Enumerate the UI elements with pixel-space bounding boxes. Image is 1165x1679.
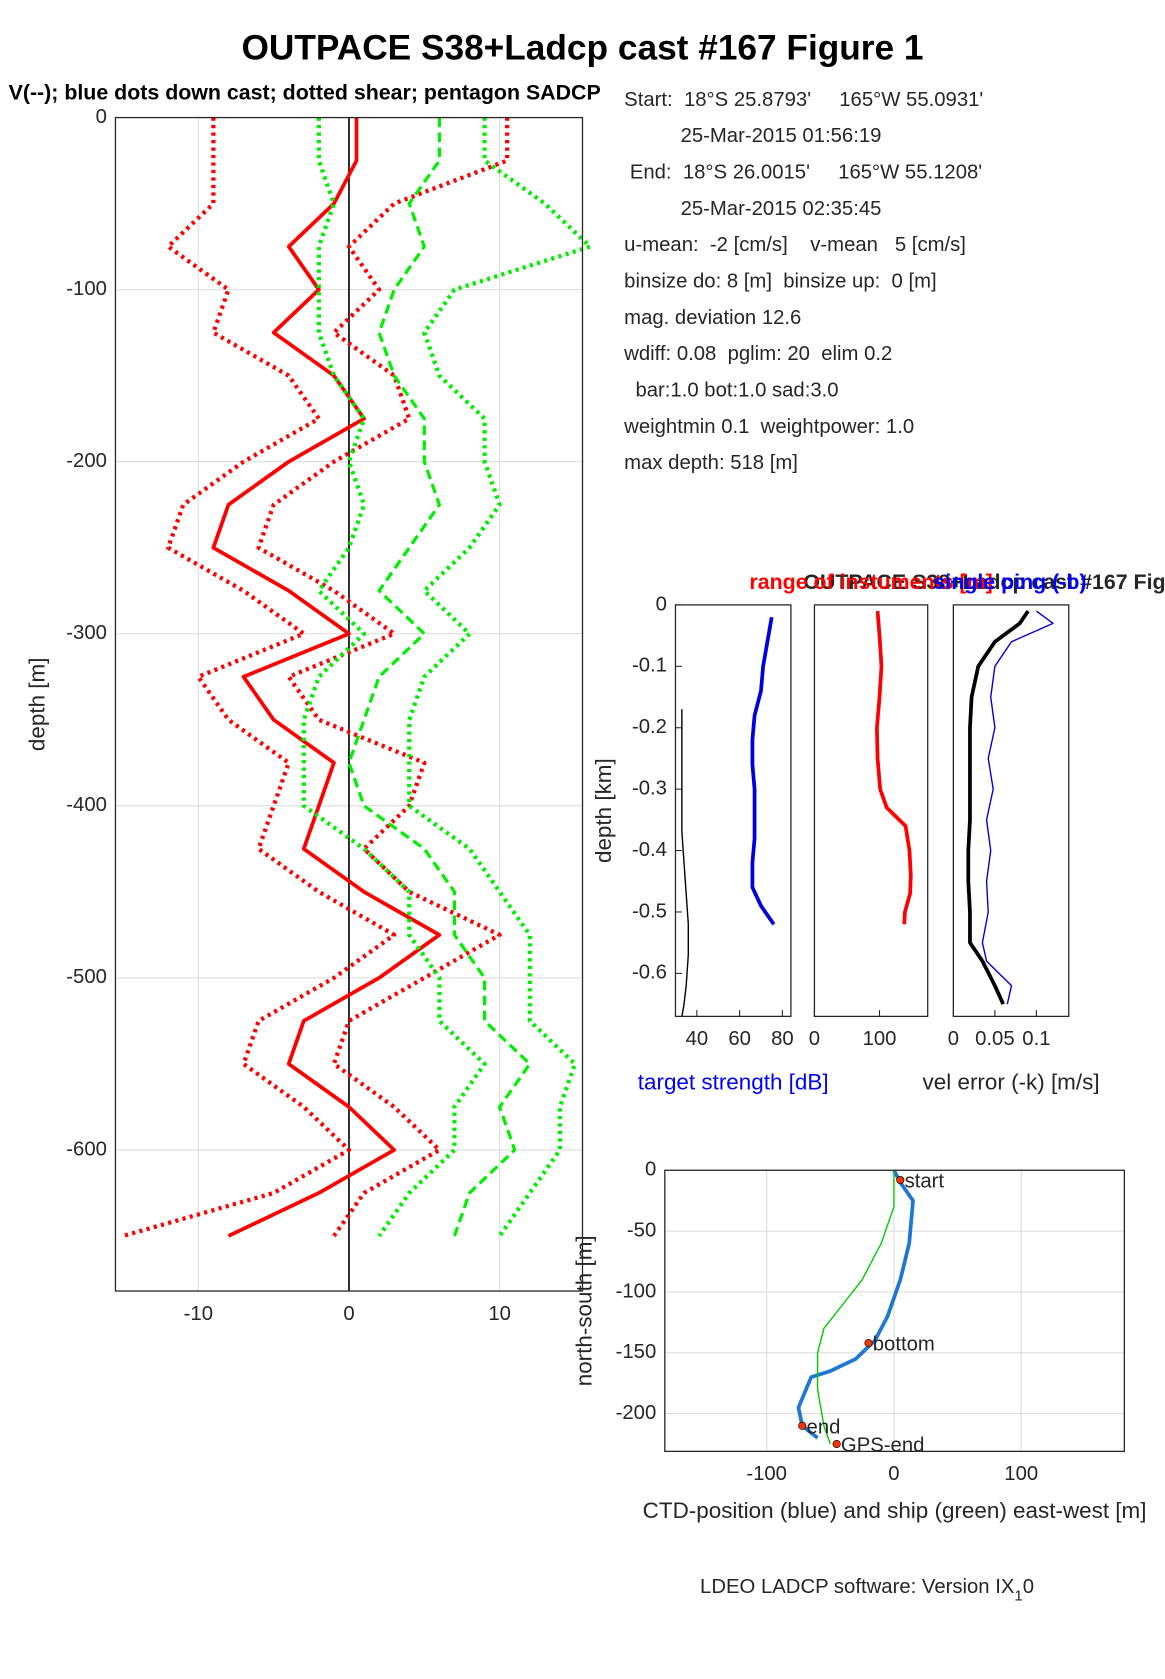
- info-line: binsize do: 8 [m] binsize up: 0 [m]: [624, 271, 937, 293]
- panel-title: single ping (-b): [933, 570, 1086, 594]
- footer-text: LDEO LADCP software: Version IX: [700, 1577, 1015, 1599]
- axes-frame: [813, 604, 929, 1018]
- x-tick-label: -100: [746, 1463, 787, 1485]
- x-tick-label: 0: [809, 1028, 820, 1050]
- series-line: [347, 117, 532, 1237]
- series-line: [122, 117, 397, 1239]
- series-line: [750, 616, 776, 926]
- y-tick-label: -100: [66, 278, 107, 300]
- info-line: mag. deviation 12.6: [624, 307, 801, 329]
- annotation-point: [896, 1175, 905, 1185]
- series-line: [211, 117, 442, 1238]
- y-axis-label: depth [m]: [24, 658, 49, 752]
- x-axis-label: vel error (-k) [m/s]: [923, 1070, 1100, 1095]
- x-tick-label: 0: [343, 1303, 354, 1325]
- y-tick-label: -150: [616, 1341, 657, 1363]
- y-tick-label: -0.5: [632, 900, 667, 922]
- x-tick-label: 60: [728, 1028, 751, 1050]
- series-line: [816, 1170, 895, 1445]
- info-line: weightmin 0.1 weightpower: 1.0: [623, 416, 914, 438]
- panel-title: OUTPACE S38+Ladcp cast #167 Figure 1: [803, 570, 1165, 594]
- info-line: max depth: 518 [m]: [624, 452, 798, 474]
- series-line: [407, 117, 593, 1238]
- annotation: start: [905, 1171, 945, 1193]
- annotation-point: [832, 1439, 841, 1449]
- x-axis-label: CTD-position (blue) and ship (green) eas…: [643, 1498, 1147, 1523]
- x-tick-label: 100: [863, 1028, 897, 1050]
- series-line: [256, 117, 510, 1238]
- footer-tail: 0: [1023, 1577, 1034, 1599]
- y-tick-label: -500: [66, 966, 107, 988]
- series-line: [301, 117, 487, 1238]
- x-tick-label: 0: [888, 1463, 899, 1485]
- x-tick-label: 80: [771, 1028, 794, 1050]
- x-tick-label: -10: [184, 1303, 213, 1325]
- y-tick-label: 0: [96, 106, 107, 128]
- y-axis-label: north-south [m]: [572, 1235, 597, 1386]
- annotation: bottom: [873, 1334, 935, 1356]
- footer: LDEO LADCP software: Version IX10: [700, 1577, 1034, 1605]
- x-tick-label: 0.05: [975, 1028, 1015, 1050]
- y-tick-label: -50: [627, 1219, 656, 1241]
- series-line: [981, 610, 1054, 1005]
- x-tick-label: 10: [488, 1303, 511, 1325]
- y-tick-label: -600: [66, 1138, 107, 1160]
- subtitle: V(--); blue dots down cast; dotted shear…: [9, 81, 601, 105]
- y-tick-label: -0.4: [632, 839, 667, 861]
- y-tick-label: 0: [656, 593, 667, 615]
- y-tick-label: 0: [645, 1159, 656, 1181]
- annotation-point: [798, 1421, 807, 1430]
- info-line: End: 18°S 26.0015' 165°W 55.1208': [624, 161, 982, 183]
- y-tick-label: -100: [616, 1280, 657, 1302]
- annotation: GPS-end: [841, 1435, 925, 1457]
- y-tick-label: -200: [66, 450, 107, 472]
- series-line: [796, 1169, 915, 1440]
- info-line: u-mean: -2 [cm/s] v-mean 5 [cm/s]: [624, 234, 966, 256]
- y-tick-label: -400: [66, 794, 107, 816]
- x-tick-label: 0.1: [1022, 1028, 1050, 1050]
- axes-frame: [952, 604, 1070, 1018]
- panel-title: range of instuments [m]: [749, 570, 992, 594]
- axes-frame: [114, 116, 584, 1292]
- x-tick-label: 100: [1004, 1463, 1038, 1485]
- axes-frame: [674, 604, 792, 1018]
- x-axis-label: target strength [dB]: [638, 1070, 829, 1095]
- y-tick-label: -0.1: [632, 655, 667, 677]
- title: OUTPACE S38+Ladcp cast #167 Figure 1: [241, 29, 923, 68]
- x-tick-label: 0: [948, 1028, 959, 1050]
- series-line: [875, 610, 913, 925]
- info-line: 25-Mar-2015 02:35:45: [624, 198, 881, 220]
- y-tick-label: -0.2: [632, 716, 667, 738]
- y-tick-label: -0.6: [632, 962, 667, 984]
- y-tick-label: -0.3: [632, 778, 667, 800]
- y-tick-label: -300: [66, 622, 107, 644]
- info-line: wdiff: 0.08 pglim: 20 elim 0.2: [623, 343, 892, 365]
- info-line: bar:1.0 bot:1.0 sad:3.0: [624, 380, 838, 402]
- info-line: Start: 18°S 25.8793' 165°W 55.0931': [624, 89, 983, 111]
- footer-sub: 1: [1014, 1588, 1022, 1605]
- axes-frame: [664, 1169, 1125, 1452]
- y-tick-label: -200: [616, 1402, 657, 1424]
- annotation: end: [807, 1416, 841, 1438]
- y-axis-label: depth [km]: [591, 758, 616, 863]
- series-line: [966, 610, 1030, 1005]
- x-tick-label: 40: [686, 1028, 709, 1050]
- info-line: 25-Mar-2015 01:56:19: [624, 125, 881, 147]
- annotation-point: [864, 1339, 873, 1348]
- series-line: [681, 709, 690, 1017]
